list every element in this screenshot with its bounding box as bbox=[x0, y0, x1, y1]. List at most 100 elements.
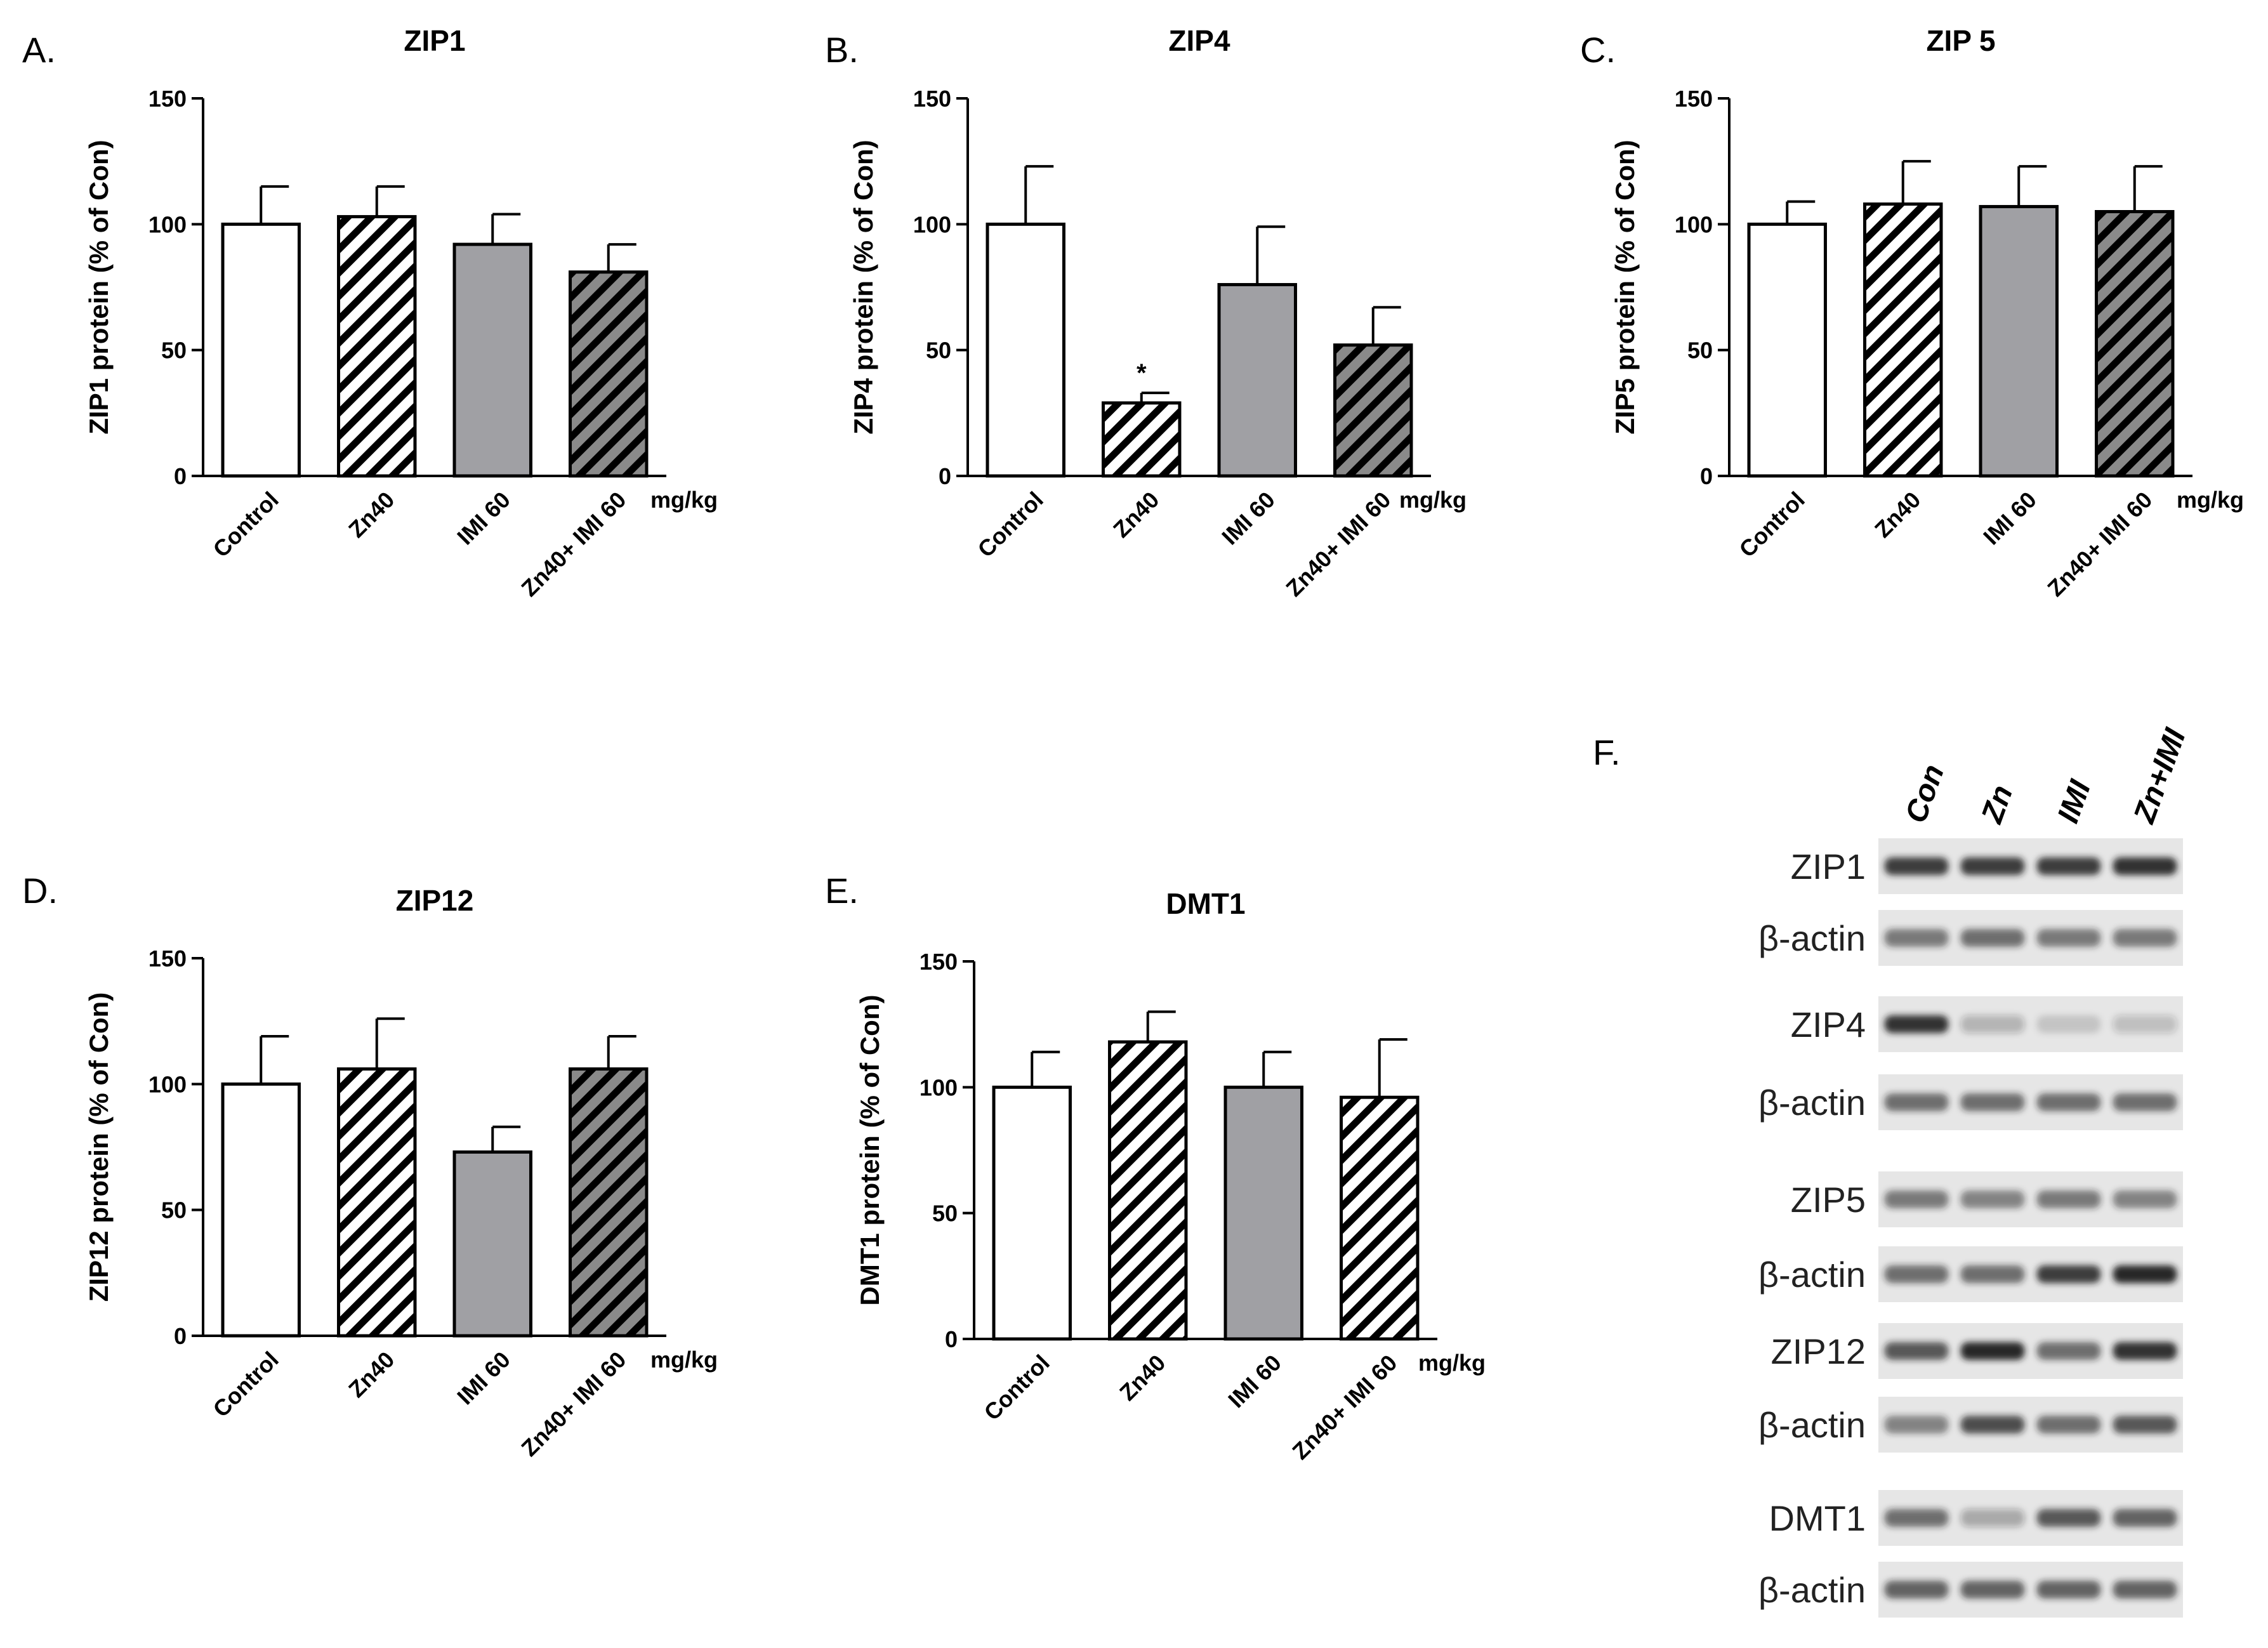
blot-band bbox=[1960, 1093, 2025, 1111]
blot-row: β-actin bbox=[1758, 1246, 2183, 1302]
blot-row-label: β-actin bbox=[1758, 1083, 1866, 1123]
blot-band bbox=[1884, 929, 1949, 947]
y-tick-label: 100 bbox=[148, 211, 187, 237]
blot-row-label: β-actin bbox=[1758, 918, 1866, 958]
blot-band bbox=[2036, 857, 2101, 875]
panel-letter: E. bbox=[825, 871, 859, 911]
western-blot-panel: F. Con Zn IMI Zn+IMI ZIP1 β-actin ZIP4 β-actin ZI… bbox=[1593, 723, 2192, 1618]
bar-zn40-imi-60 bbox=[2095, 210, 2175, 478]
blot-row: β-actin bbox=[1758, 1074, 2183, 1130]
chart-title: ZIP 5 bbox=[1926, 24, 1995, 57]
bar-imi-60 bbox=[1217, 283, 1297, 478]
y-tick-label: 0 bbox=[174, 1323, 187, 1349]
blot-band bbox=[2113, 1265, 2177, 1283]
y-axis-label: ZIP4 protein (% of Con) bbox=[848, 140, 878, 434]
unit-label: mg/kg bbox=[650, 487, 718, 513]
category-label: Control bbox=[1734, 487, 1809, 562]
blot-row: β-actin bbox=[1758, 1397, 2183, 1453]
unit-label: mg/kg bbox=[1399, 487, 1467, 513]
category-label: Control bbox=[208, 487, 283, 562]
blot-band bbox=[2113, 1093, 2177, 1111]
y-tick-label: 150 bbox=[148, 946, 187, 972]
blot-band bbox=[1960, 929, 2025, 947]
blot-row-label: DMT1 bbox=[1769, 1498, 1866, 1538]
blot-band bbox=[1960, 1265, 2025, 1283]
blot-band bbox=[1884, 1342, 1949, 1360]
bar-imi-60 bbox=[1979, 205, 2059, 478]
blot-band bbox=[2036, 1265, 2101, 1283]
bar-zn40 bbox=[1102, 401, 1182, 478]
bar-zn40-imi-60 bbox=[1340, 1095, 1420, 1341]
category-label: Zn40+ IMI 60 bbox=[2042, 487, 2157, 602]
unit-label: mg/kg bbox=[1418, 1350, 1486, 1376]
bar-imi-60 bbox=[452, 242, 532, 478]
category-label: Control bbox=[972, 487, 1048, 562]
category-label: Zn40+ IMI 60 bbox=[516, 487, 631, 602]
y-tick-label: 100 bbox=[1675, 211, 1713, 237]
category-label: IMI 60 bbox=[452, 1347, 515, 1410]
blot-row: DMT1 bbox=[1769, 1490, 2183, 1546]
blot-row: β-actin bbox=[1758, 910, 2183, 966]
bar-control bbox=[221, 222, 301, 478]
blot-band bbox=[1884, 857, 1949, 875]
blot-row: ZIP5 bbox=[1791, 1171, 2183, 1227]
blot-band bbox=[2036, 1416, 2101, 1434]
bar-zn40-imi-60 bbox=[1333, 343, 1413, 478]
y-tick-label: 50 bbox=[932, 1201, 958, 1227]
blot-band bbox=[1884, 1509, 1949, 1527]
blot-band bbox=[2036, 1581, 2101, 1599]
bar-zn40 bbox=[337, 1067, 417, 1338]
category-label: Zn40 bbox=[1108, 487, 1164, 543]
y-tick-label: 0 bbox=[1700, 463, 1713, 489]
category-label: Zn40 bbox=[1114, 1350, 1170, 1406]
blot-row-label: ZIP1 bbox=[1791, 847, 1866, 887]
category-label: Control bbox=[979, 1350, 1054, 1425]
blot-band bbox=[2113, 857, 2177, 875]
y-tick-label: 0 bbox=[939, 463, 951, 489]
blot-band bbox=[1884, 1265, 1949, 1283]
y-tick-label: 50 bbox=[1687, 338, 1713, 364]
bar-zn40 bbox=[1108, 1040, 1188, 1341]
lane-label: Zn bbox=[1975, 781, 2020, 829]
blot-band bbox=[2113, 1416, 2177, 1434]
category-label: Control bbox=[208, 1347, 283, 1422]
y-axis-label: ZIP1 protein (% of Con) bbox=[84, 140, 114, 434]
category-label: IMI 60 bbox=[1223, 1350, 1286, 1413]
y-axis-label: DMT1 protein (% of Con) bbox=[855, 995, 885, 1306]
chart-title: ZIP12 bbox=[396, 884, 474, 917]
blot-band bbox=[1960, 1190, 2025, 1208]
y-tick-label: 50 bbox=[926, 338, 951, 364]
bar-imi-60 bbox=[1223, 1085, 1303, 1341]
category-label: Zn40 bbox=[343, 1347, 399, 1402]
y-tick-label: 150 bbox=[920, 949, 958, 975]
blot-band bbox=[2036, 929, 2101, 947]
y-axis-label: ZIP12 protein (% of Con) bbox=[84, 992, 114, 1302]
chart-title: ZIP4 bbox=[1168, 24, 1230, 57]
blot-row: ZIP1 bbox=[1791, 838, 2183, 894]
bar-control bbox=[1747, 222, 1827, 478]
blot-band bbox=[1884, 1190, 1949, 1208]
blot-band bbox=[2036, 1093, 2101, 1111]
lane-label: Con bbox=[1899, 760, 1951, 827]
blot-band bbox=[2036, 1509, 2101, 1527]
category-label: Zn40 bbox=[343, 487, 399, 543]
bar-control bbox=[221, 1082, 301, 1338]
y-tick-label: 150 bbox=[913, 86, 951, 112]
blot-row-label: ZIP12 bbox=[1771, 1331, 1866, 1371]
significance-marker: * bbox=[1137, 359, 1147, 387]
y-tick-label: 150 bbox=[148, 86, 187, 112]
lane-label: IMI bbox=[2052, 775, 2098, 827]
category-label: IMI 60 bbox=[1978, 487, 2041, 550]
y-tick-label: 100 bbox=[913, 211, 951, 237]
y-tick-label: 0 bbox=[174, 463, 187, 489]
category-label: Zn40+ IMI 60 bbox=[516, 1347, 631, 1461]
blot-band bbox=[2036, 1342, 2101, 1360]
blot-row-label: β-actin bbox=[1758, 1570, 1866, 1610]
blot-band bbox=[1884, 1015, 1949, 1033]
bar-imi-60 bbox=[452, 1150, 532, 1338]
blot-band bbox=[2113, 1581, 2177, 1599]
blot-band bbox=[1960, 857, 2025, 875]
panel-letter: F. bbox=[1593, 732, 1621, 772]
chart-panel-1: A. ZIP1 ZIP1 protein (% of Con) 0 50 100 150 Co… bbox=[22, 24, 718, 602]
chart-panel-5: E. DMT1 DMT1 protein (% of Con) 0 50 100 150 Co… bbox=[825, 871, 1486, 1465]
